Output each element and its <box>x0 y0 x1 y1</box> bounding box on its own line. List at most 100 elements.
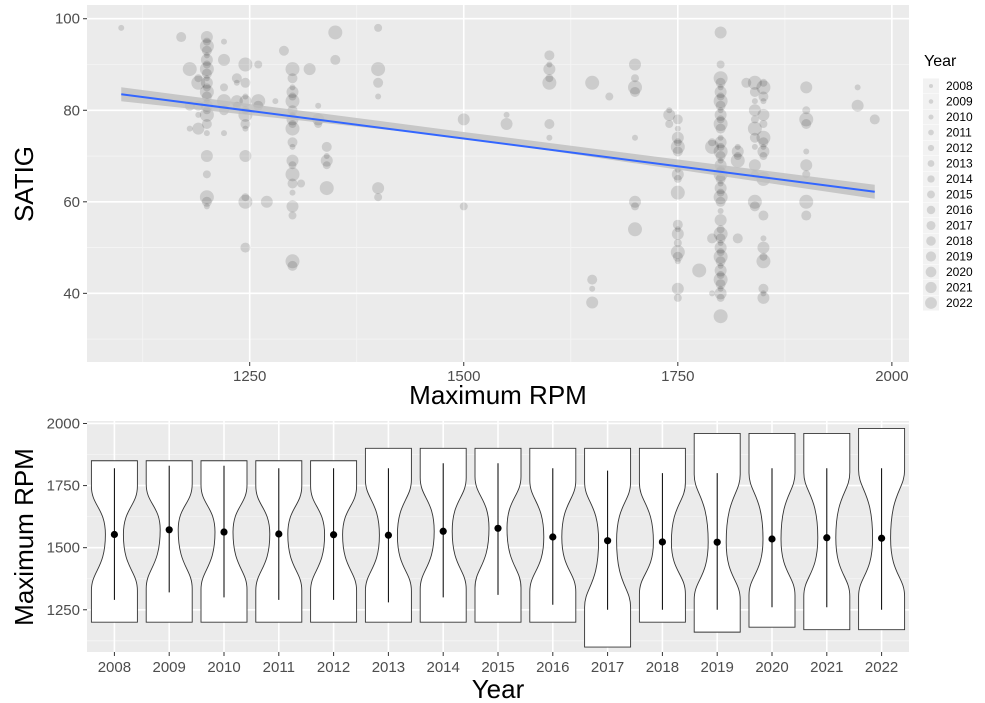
scatter-point <box>716 225 725 234</box>
scatter-point <box>758 137 769 148</box>
legend-label: 2021 <box>946 281 973 295</box>
scatter-point <box>799 112 814 127</box>
scatter-point <box>717 262 724 269</box>
scatter-point <box>717 207 724 214</box>
violin-y-axis-title: Maximum RPM <box>9 448 39 626</box>
scatter-point <box>757 241 770 254</box>
scatter-point <box>756 130 771 145</box>
legend-key-bg <box>923 109 939 125</box>
violin-mean-point <box>220 528 228 536</box>
scatter-point <box>717 107 724 114</box>
violin-x-tick-label: 2015 <box>481 659 514 676</box>
scatter-point <box>631 202 639 211</box>
scatter-point <box>713 272 728 287</box>
legend-key <box>928 114 934 120</box>
scatter-point <box>303 63 316 76</box>
scatter-point <box>587 274 598 285</box>
scatter-point <box>544 119 555 129</box>
legend-key-bg <box>923 94 939 109</box>
legend-key <box>927 190 935 199</box>
scatter-point <box>758 283 769 294</box>
violin-mean-point <box>384 531 392 539</box>
legend-label: 2022 <box>946 296 973 310</box>
scatter-point <box>201 45 212 56</box>
legend-label: 2014 <box>946 172 973 186</box>
legend-label: 2011 <box>946 126 972 140</box>
scatter-point <box>202 37 211 46</box>
scatter-x-tick-label: 1750 <box>661 368 694 385</box>
scatter-x-axis-title: Maximum RPM <box>409 380 587 410</box>
scatter-point <box>671 168 684 181</box>
scatter-point <box>674 226 681 233</box>
scatter-point <box>220 83 228 92</box>
scatter-point <box>285 254 300 269</box>
violin-x-tick-label: 2009 <box>153 659 186 676</box>
scatter-point <box>260 195 273 208</box>
rpm-violin-chart: 1250 1500 1750 2000 2008 2009 2010 2011 2012 2013… <box>9 415 909 703</box>
scatter-y-axis-title: SATIG <box>9 146 39 222</box>
legend-key <box>926 205 936 215</box>
scatter-point <box>199 84 214 99</box>
scatter-point <box>286 200 299 213</box>
scatter-point <box>286 154 299 167</box>
scatter-point <box>319 181 334 196</box>
violin-x-tick-label: 2010 <box>207 659 240 676</box>
violin-mean-point <box>494 524 502 532</box>
scatter-point <box>800 81 813 94</box>
violins <box>90 428 906 648</box>
legend-key-bg <box>923 218 939 233</box>
scatter-point <box>759 152 768 161</box>
scatter-point <box>713 144 728 159</box>
violin-x-tick-label: 2021 <box>810 659 843 676</box>
scatter-point <box>374 23 383 32</box>
scatter-point <box>714 214 727 227</box>
scatter-x-tick-label: 1500 <box>447 368 480 385</box>
scatter-point <box>321 141 332 152</box>
scatter-gridlines <box>87 5 909 362</box>
scatter-point <box>199 107 214 122</box>
scatter-point <box>628 222 642 237</box>
scatter-point <box>278 45 289 56</box>
scatter-point <box>628 80 642 95</box>
scatter-point <box>759 120 768 128</box>
year-legend: Year 20082009201020112012201320142015201… <box>923 53 973 311</box>
scatter-point <box>459 202 468 211</box>
legend-key <box>928 99 934 104</box>
scatter-point <box>285 121 300 136</box>
scatter-point <box>759 78 768 87</box>
scatter-point <box>802 106 811 115</box>
scatter-point <box>287 73 298 84</box>
scatter-point <box>605 92 614 101</box>
legend-key-bg <box>923 280 939 295</box>
scatter-point <box>199 39 214 54</box>
scatter-point <box>287 178 298 189</box>
scatter-point <box>749 132 760 143</box>
scatter-point <box>500 118 513 130</box>
scatter-point <box>732 233 743 244</box>
legend-label: 2012 <box>946 141 973 155</box>
scatter-point <box>330 54 341 65</box>
scatter-point <box>716 60 725 69</box>
scatter-point <box>203 52 210 59</box>
scatter-point <box>240 77 251 88</box>
scatter-point <box>631 74 639 83</box>
scatter-point <box>285 167 300 182</box>
violin-mean-point <box>439 527 447 535</box>
scatter-point <box>544 50 555 61</box>
scatter-point <box>709 290 716 297</box>
scatter-point <box>673 138 682 147</box>
scatter-point <box>322 161 331 170</box>
scatter-point <box>713 226 728 241</box>
scatter-point <box>671 227 684 240</box>
violin-x-tick-label: 2016 <box>536 659 569 676</box>
violin-x-tick-label: 2020 <box>755 659 788 676</box>
scatter-point <box>251 94 266 109</box>
scatter-point <box>715 279 726 290</box>
scatter-point <box>854 84 861 91</box>
violin-mean-point <box>878 534 886 542</box>
scatter-point <box>297 179 306 188</box>
legend-label: 2013 <box>946 157 973 171</box>
scatter-point <box>238 194 253 209</box>
scatter-point <box>543 63 556 76</box>
scatter-x-tick-label: 2000 <box>875 368 908 385</box>
